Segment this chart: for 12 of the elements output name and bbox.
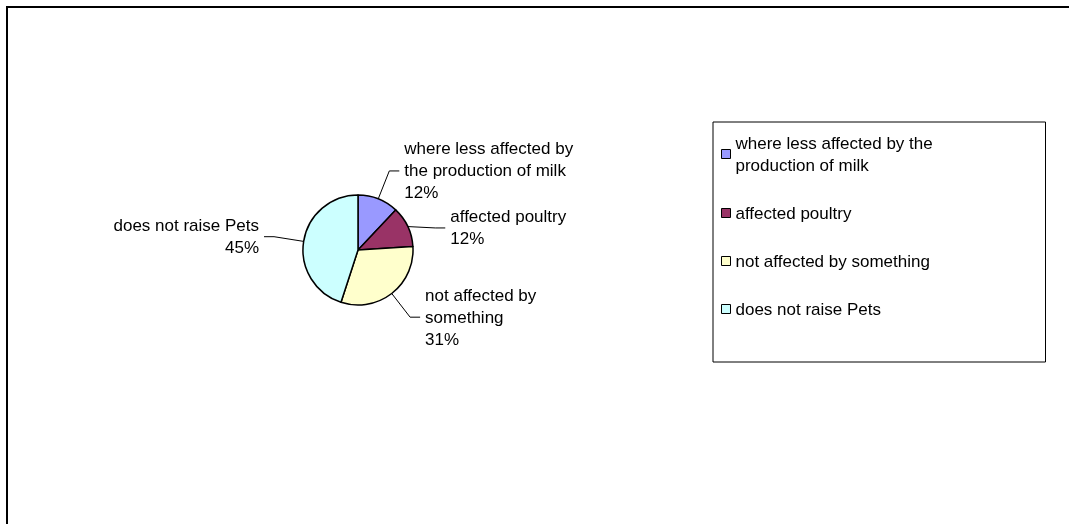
data-label: 31%: [425, 329, 460, 349]
slice-label: not affected by something: [425, 285, 542, 327]
slice-label: affected poultry: [450, 207, 567, 227]
legend-label: does not raise Pets: [735, 299, 882, 319]
legend-label: where less affected by the production of milk: [734, 133, 938, 175]
legend-label: affected poultry: [735, 203, 852, 223]
slice-label: where less affected by the production of milk: [403, 139, 578, 181]
data-label: 12%: [450, 229, 485, 249]
data-label: 45%: [225, 238, 260, 258]
data-label: 12%: [404, 183, 439, 203]
legend-label: not affected by something: [735, 251, 930, 271]
slice-label: does not raise Pets: [113, 216, 260, 236]
